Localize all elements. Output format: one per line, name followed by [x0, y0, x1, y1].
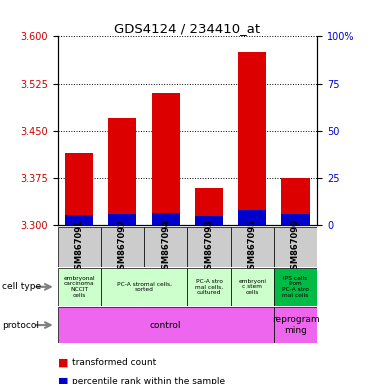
FancyBboxPatch shape	[58, 307, 274, 343]
Text: control: control	[150, 321, 181, 329]
Text: GSM867093: GSM867093	[204, 219, 213, 275]
Text: GSM867094: GSM867094	[161, 219, 170, 275]
FancyBboxPatch shape	[274, 268, 317, 306]
Text: ■: ■	[58, 358, 68, 367]
Bar	[108, 214, 137, 225]
Text: PC-A stromal cells,
sorted: PC-A stromal cells, sorted	[116, 281, 171, 292]
Bar	[282, 214, 310, 225]
Text: iPS cells
from
PC-A stro
mal cells: iPS cells from PC-A stro mal cells	[282, 276, 309, 298]
Bar	[108, 118, 137, 225]
Text: cell type: cell type	[2, 282, 41, 291]
Text: GSM867095: GSM867095	[248, 219, 257, 275]
FancyBboxPatch shape	[101, 268, 187, 306]
Text: ■: ■	[58, 377, 68, 384]
Bar	[238, 52, 266, 225]
Bar	[195, 188, 223, 225]
FancyBboxPatch shape	[58, 227, 101, 267]
Bar	[152, 214, 180, 225]
Text: GSM867092: GSM867092	[118, 219, 127, 275]
Text: protocol: protocol	[2, 321, 39, 329]
FancyBboxPatch shape	[187, 268, 231, 306]
FancyBboxPatch shape	[58, 268, 101, 306]
Title: GDS4124 / 234410_at: GDS4124 / 234410_at	[114, 22, 260, 35]
Text: embryoni
c stem
cells: embryoni c stem cells	[238, 278, 266, 295]
FancyBboxPatch shape	[101, 227, 144, 267]
Text: transformed count: transformed count	[72, 358, 157, 367]
FancyBboxPatch shape	[144, 227, 187, 267]
FancyBboxPatch shape	[231, 227, 274, 267]
FancyBboxPatch shape	[187, 227, 231, 267]
Text: embryonal
carcinoma
NCCIT
cells: embryonal carcinoma NCCIT cells	[63, 276, 95, 298]
Bar	[65, 215, 93, 225]
FancyBboxPatch shape	[231, 268, 274, 306]
Text: percentile rank within the sample: percentile rank within the sample	[72, 377, 226, 384]
FancyBboxPatch shape	[274, 307, 317, 343]
FancyBboxPatch shape	[274, 227, 317, 267]
Bar	[238, 210, 266, 225]
Text: GSM867096: GSM867096	[291, 219, 300, 275]
Text: GSM867091: GSM867091	[75, 219, 83, 275]
Bar	[282, 178, 310, 225]
Bar	[152, 93, 180, 225]
Bar	[195, 216, 223, 225]
Text: PC-A stro
mal cells,
cultured: PC-A stro mal cells, cultured	[195, 278, 223, 295]
Text: reprogram
ming: reprogram ming	[272, 315, 319, 335]
Bar	[65, 152, 93, 225]
